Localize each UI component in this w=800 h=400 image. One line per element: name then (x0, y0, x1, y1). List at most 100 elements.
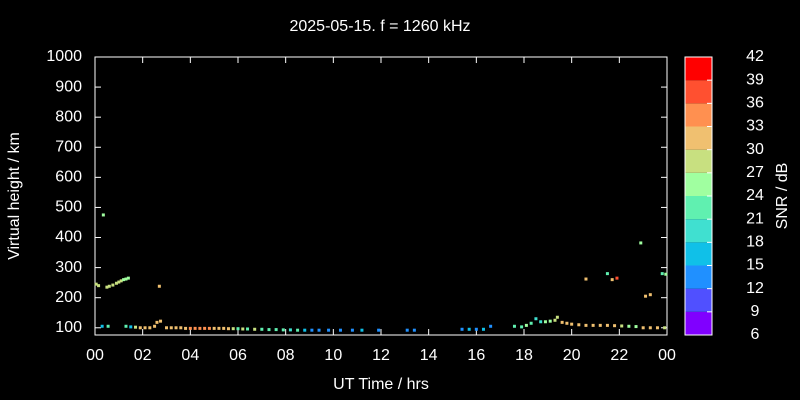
colorbar-band (685, 172, 712, 196)
data-point (105, 285, 109, 289)
data-point (627, 324, 631, 328)
data-point (524, 323, 528, 327)
data-point (153, 324, 157, 328)
data-point (664, 272, 668, 276)
data-point (165, 326, 168, 330)
data-point (124, 277, 128, 281)
x-tick-label: 22 (610, 347, 628, 364)
data-point (222, 326, 226, 330)
data-point (648, 326, 652, 330)
data-point (100, 324, 104, 328)
data-point (555, 315, 559, 319)
data-point (548, 319, 552, 323)
x-tick-label: 16 (467, 347, 485, 364)
data-point (405, 328, 409, 332)
data-point (260, 327, 264, 331)
data-point (188, 326, 192, 330)
data-point (560, 320, 564, 324)
x-tick-label: 04 (181, 347, 199, 364)
y-axis-label: Virtual height / km (6, 132, 23, 260)
colorbar-band (685, 149, 712, 173)
data-point (143, 326, 147, 330)
data-point (169, 326, 173, 330)
data-point (129, 325, 133, 329)
data-point (529, 321, 533, 325)
data-point (467, 327, 471, 331)
data-point (310, 328, 314, 332)
data-point (226, 327, 230, 331)
data-point (193, 326, 197, 330)
colorbar-tick-label: 21 (746, 210, 764, 227)
y-tick-label: 1000 (46, 48, 82, 65)
data-point (660, 272, 664, 276)
y-tick-label: 400 (55, 229, 82, 246)
data-point (236, 327, 240, 331)
data-point (317, 328, 321, 332)
x-tick-label: 00 (86, 347, 104, 364)
data-point (253, 327, 257, 331)
data-point (148, 326, 152, 330)
colorbar-band (685, 311, 712, 335)
data-point (117, 280, 121, 284)
data-point (94, 282, 98, 286)
data-point (138, 326, 142, 330)
data-point (539, 320, 543, 324)
data-point (159, 319, 163, 323)
data-point (241, 327, 245, 331)
data-point (481, 327, 485, 331)
data-point (460, 327, 464, 331)
data-point (198, 326, 202, 330)
colorbar-band (685, 57, 712, 81)
data-point (512, 324, 516, 328)
y-tick-label: 500 (55, 199, 82, 216)
colorbar-band (685, 126, 712, 150)
x-tick-label: 02 (134, 347, 152, 364)
data-point (246, 327, 250, 331)
x-tick-label: 10 (324, 347, 342, 364)
data-point (605, 272, 609, 276)
colorbar-label: SNR / dB (774, 163, 791, 230)
colorbar-tick-label: 9 (751, 303, 760, 320)
data-point (101, 213, 105, 217)
colorbar-band (685, 219, 712, 243)
colorbar-band (685, 196, 712, 220)
data-point (97, 284, 101, 288)
data-point (288, 328, 292, 332)
data-point (648, 293, 652, 297)
data-point (553, 318, 557, 322)
data-point (107, 284, 111, 288)
colorbar-tick-label: 15 (746, 257, 764, 274)
data-point (613, 324, 617, 328)
data-point (281, 328, 285, 332)
colorbar-band (685, 265, 712, 289)
colorbar-band (685, 80, 712, 104)
data-point (615, 276, 619, 280)
data-point (377, 328, 381, 332)
y-tick-label: 100 (55, 319, 82, 336)
data-point (634, 325, 638, 329)
data-point (584, 277, 588, 281)
data-point (212, 326, 216, 330)
data-point (203, 326, 207, 330)
data-point (114, 281, 118, 285)
y-tick-label: 900 (55, 78, 82, 95)
data-point (663, 326, 667, 330)
data-point (350, 328, 354, 332)
y-tick-label: 700 (55, 138, 82, 155)
data-point (231, 327, 235, 331)
data-point (179, 326, 183, 330)
colorbar-tick-label: 6 (751, 326, 760, 343)
colorbar-tick-label: 24 (746, 187, 764, 204)
data-point (543, 320, 547, 324)
data-point (119, 279, 123, 283)
data-point (122, 278, 126, 282)
x-tick-label: 06 (229, 347, 247, 364)
colorbar-tick-label: 12 (746, 280, 764, 297)
y-tick-label: 200 (55, 289, 82, 306)
data-point (157, 284, 161, 288)
data-point (124, 324, 128, 328)
data-point (106, 324, 110, 328)
data-point (184, 326, 188, 330)
data-point (610, 278, 614, 282)
